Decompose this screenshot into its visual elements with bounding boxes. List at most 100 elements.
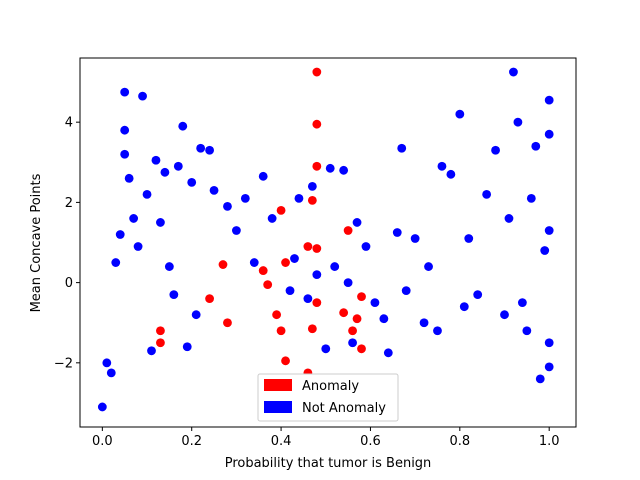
data-point	[352, 314, 362, 324]
data-point	[142, 189, 152, 199]
data-point	[339, 165, 349, 175]
data-point	[156, 338, 165, 348]
data-point	[379, 314, 389, 324]
data-point	[240, 193, 250, 203]
data-point	[544, 226, 554, 235]
plot-frame	[79, 57, 577, 428]
data-point	[307, 324, 317, 334]
data-point	[370, 298, 380, 308]
data-point	[209, 185, 219, 195]
data-point	[312, 67, 322, 77]
data-point	[281, 356, 290, 366]
data-point	[191, 310, 201, 320]
data-point	[535, 374, 545, 384]
data-point	[401, 286, 411, 296]
data-point	[544, 362, 554, 372]
data-point	[312, 161, 322, 171]
data-point	[129, 214, 139, 223]
legend-swatch-anomaly	[264, 379, 292, 391]
data-point	[133, 242, 143, 251]
data-points	[97, 67, 554, 412]
data-point	[383, 348, 393, 358]
data-point	[522, 326, 532, 336]
data-point	[106, 368, 116, 378]
data-point	[455, 109, 465, 119]
legend-swatch-not-anomaly	[264, 401, 292, 413]
data-point	[526, 193, 536, 203]
data-point	[196, 143, 206, 153]
data-point	[232, 226, 241, 235]
data-point	[491, 145, 500, 155]
data-point	[147, 346, 156, 356]
data-point	[164, 262, 174, 271]
x-tick-label: 1.0	[539, 434, 560, 449]
data-point	[531, 141, 541, 151]
data-point	[348, 326, 357, 336]
y-axis-label: Mean Concave Points	[29, 173, 44, 312]
data-point	[459, 302, 469, 312]
legend-label-anomaly: Anomaly	[302, 379, 359, 394]
series-not-anomaly	[97, 67, 554, 412]
data-point	[325, 163, 335, 173]
data-point	[156, 218, 165, 227]
data-point	[182, 342, 192, 352]
series-anomaly	[156, 67, 366, 378]
data-point	[544, 95, 554, 105]
legend-box	[257, 373, 399, 422]
data-point	[290, 254, 299, 263]
data-point	[294, 193, 304, 203]
data-point	[544, 338, 554, 348]
data-point	[464, 234, 474, 243]
data-point	[446, 169, 456, 179]
data-point	[312, 244, 322, 253]
data-point	[339, 308, 349, 318]
data-point	[357, 344, 366, 354]
data-point	[312, 298, 322, 308]
data-point	[500, 310, 509, 320]
data-point	[343, 278, 353, 288]
data-point	[169, 290, 179, 300]
data-point	[285, 286, 295, 296]
y-axis: −2 0 2 4	[54, 116, 80, 371]
data-point	[120, 125, 130, 135]
data-point	[160, 167, 170, 177]
data-point	[223, 318, 232, 328]
data-point	[357, 292, 366, 302]
legend: Anomaly Not Anomaly	[257, 373, 399, 422]
data-point	[509, 67, 518, 77]
x-axis-label: Probability that tumor is Benign	[225, 456, 432, 471]
data-point	[437, 161, 447, 171]
data-point	[361, 242, 371, 251]
x-tick-label: 0.2	[181, 434, 202, 449]
x-tick-label: 0.8	[449, 434, 470, 449]
data-point	[258, 266, 268, 275]
data-point	[410, 234, 420, 243]
data-point	[352, 218, 362, 227]
data-point	[156, 326, 165, 336]
x-tick-label: 0.0	[92, 434, 113, 449]
data-point	[115, 230, 125, 239]
y-tick-label: 2	[65, 196, 73, 211]
y-tick-label: 0	[65, 276, 73, 291]
data-point	[205, 294, 214, 304]
x-tick-label: 0.4	[271, 434, 292, 449]
data-point	[124, 173, 134, 183]
data-point	[276, 206, 286, 215]
data-point	[392, 228, 402, 237]
data-point	[397, 143, 407, 153]
data-point	[223, 202, 232, 211]
data-point	[258, 171, 268, 181]
data-point	[343, 226, 353, 235]
data-point	[517, 298, 527, 308]
data-point	[267, 214, 277, 223]
data-point	[205, 145, 214, 155]
x-tick-label: 0.6	[360, 434, 381, 449]
legend-label-not-anomaly: Not Anomaly	[302, 401, 386, 416]
data-point	[281, 258, 290, 267]
data-point	[276, 326, 286, 336]
data-point	[307, 195, 317, 205]
data-point	[249, 258, 259, 267]
data-point	[544, 129, 554, 139]
y-tick-label: −2	[54, 356, 73, 371]
